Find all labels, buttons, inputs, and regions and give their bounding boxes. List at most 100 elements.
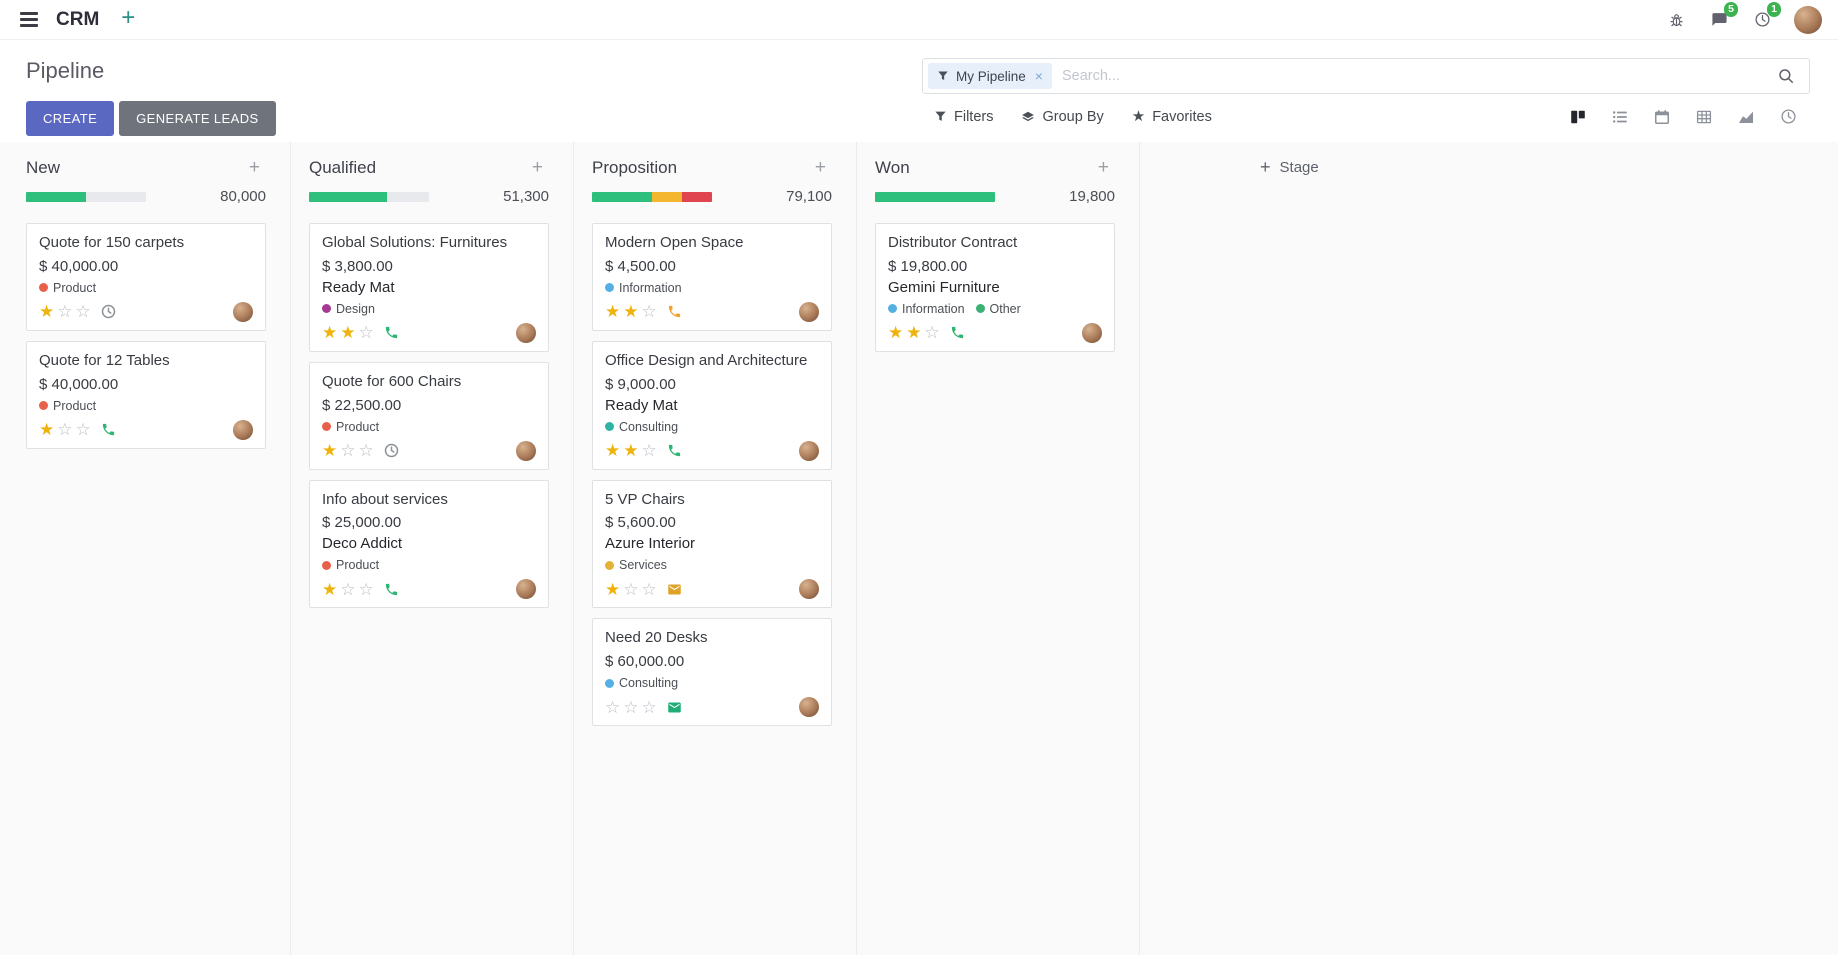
phone-icon[interactable] [101,422,116,437]
avatar[interactable] [799,440,819,461]
priority-star-icon[interactable]: ★ [605,579,621,599]
priority-star-icon[interactable]: ★ [39,420,55,439]
kanban-card[interactable]: Info about services $ 25,000.00 Deco Add… [309,479,549,609]
column-quick-create-button[interactable]: + [809,156,832,179]
kanban-card[interactable]: 5 VP Chairs $ 5,600.00 Azure Interior Se… [592,479,832,609]
priority-star-icon[interactable]: ★ [340,323,356,343]
priority-star-icon[interactable]: ☆ [641,302,657,322]
phone-icon[interactable] [950,325,965,340]
priority-star-icon[interactable]: ☆ [641,697,657,717]
kanban-card[interactable]: Distributor Contract $ 19,800.00 Gemini … [875,223,1115,352]
phone-icon[interactable] [384,582,399,597]
avatar[interactable] [1082,322,1102,343]
avatar[interactable] [516,579,536,600]
priority-star-icon[interactable]: ★ [605,302,621,322]
priority-star-icon[interactable]: ★ [322,441,338,460]
calendar-view-button[interactable] [1641,101,1683,133]
priority-star-icon[interactable]: ☆ [641,579,657,599]
group-by-button[interactable]: Group By [1021,101,1104,133]
column-header[interactable]: Won + [875,156,1115,179]
priority-star-icon[interactable]: ★ [906,323,922,343]
kanban-card[interactable]: Global Solutions: Furnitures $ 3,800.00 … [309,223,549,352]
apps-menu-button[interactable] [16,7,42,32]
phone-icon[interactable] [667,304,682,319]
list-view-button[interactable] [1599,101,1641,133]
column-progressbar[interactable] [592,191,712,202]
priority-star-icon[interactable]: ★ [322,579,338,599]
navbar-plus-icon[interactable]: + [117,6,139,33]
priority-star-icon[interactable]: ☆ [924,323,940,343]
kanban-card[interactable]: Office Design and Architecture $ 9,000.0… [592,340,832,470]
priority-star-icon[interactable]: ☆ [358,323,374,343]
progress-segment[interactable] [26,191,86,202]
progress-segment[interactable] [309,191,387,202]
priority-star-icon[interactable]: ★ [39,302,55,322]
search-icon[interactable] [1773,63,1799,89]
phone-icon[interactable] [384,325,399,340]
column-quick-create-button[interactable]: + [526,156,549,179]
pivot-view-button[interactable] [1683,101,1725,133]
column-progressbar[interactable] [309,191,429,202]
filters-button[interactable]: Filters [934,101,993,133]
priority-star-icon[interactable]: ☆ [75,302,91,322]
debug-bug-icon[interactable] [1659,5,1694,34]
avatar[interactable] [233,419,253,440]
messages-button[interactable]: 5 [1702,2,1738,34]
avatar[interactable] [799,579,819,600]
priority-star-icon[interactable]: ☆ [641,441,657,460]
clock-icon[interactable] [384,443,399,458]
priority-star-icon[interactable]: ☆ [340,441,356,460]
progress-segment[interactable] [682,191,712,202]
priority-star-icon[interactable]: ★ [322,323,338,343]
clock-icon[interactable] [101,304,116,319]
progress-segment[interactable] [592,191,652,202]
search-bar[interactable]: My Pipeline × [922,58,1810,94]
user-avatar[interactable] [1794,5,1822,34]
add-stage-button[interactable]: + Stage [1260,158,1319,176]
priority-star-icon[interactable]: ☆ [340,579,356,599]
priority-star-icon[interactable]: ★ [623,302,639,322]
column-progressbar[interactable] [26,191,146,202]
phone-icon[interactable] [667,443,682,458]
kanban-card[interactable]: Quote for 12 Tables $ 40,000.00 Product … [26,340,266,449]
priority-star-icon[interactable]: ☆ [358,441,374,460]
activity-view-button[interactable] [1767,100,1810,133]
priority-star-icon[interactable]: ★ [623,441,639,460]
column-quick-create-button[interactable]: + [243,156,266,179]
kanban-card[interactable]: Quote for 150 carpets $ 40,000.00 Produc… [26,223,266,331]
kanban-card[interactable]: Modern Open Space $ 4,500.00 Information… [592,223,832,331]
avatar[interactable] [799,301,819,322]
priority-star-icon[interactable]: ★ [605,441,621,460]
priority-star-icon[interactable]: ☆ [75,420,91,439]
search-input[interactable] [1051,68,1773,84]
envelope-icon[interactable] [667,582,682,597]
column-progressbar[interactable] [875,191,995,202]
priority-star-icon[interactable]: ★ [888,323,904,343]
avatar[interactable] [516,322,536,343]
facet-remove-icon[interactable]: × [1034,68,1043,84]
column-header[interactable]: Proposition + [592,156,832,179]
priority-star-icon[interactable]: ☆ [57,420,73,439]
priority-star-icon[interactable]: ☆ [623,697,639,717]
create-button[interactable]: CREATE [26,101,115,136]
kanban-card[interactable]: Need 20 Desks $ 60,000.00 Consulting ☆ ☆ ☆ [592,618,832,726]
priority-star-icon[interactable]: ☆ [358,579,374,599]
priority-star-icon[interactable]: ☆ [57,302,73,322]
avatar[interactable] [516,440,536,461]
priority-star-icon[interactable]: ☆ [623,579,639,599]
kanban-card[interactable]: Quote for 600 Chairs $ 22,500.00 Product… [309,361,549,470]
progress-segment[interactable] [652,191,682,202]
app-name[interactable]: CRM [56,8,100,30]
search-facet[interactable]: My Pipeline × [928,63,1052,89]
column-quick-create-button[interactable]: + [1092,156,1115,179]
favorites-button[interactable]: ★ Favorites [1132,101,1212,133]
activities-button[interactable]: 1 [1745,2,1781,34]
column-header[interactable]: Qualified + [309,156,549,179]
avatar[interactable] [233,301,253,322]
progress-segment[interactable] [875,191,995,202]
column-header[interactable]: New + [26,156,266,179]
graph-view-button[interactable] [1725,101,1767,133]
envelope-icon[interactable] [667,700,682,715]
priority-star-icon[interactable]: ☆ [605,697,621,717]
kanban-view-button[interactable] [1557,101,1599,133]
